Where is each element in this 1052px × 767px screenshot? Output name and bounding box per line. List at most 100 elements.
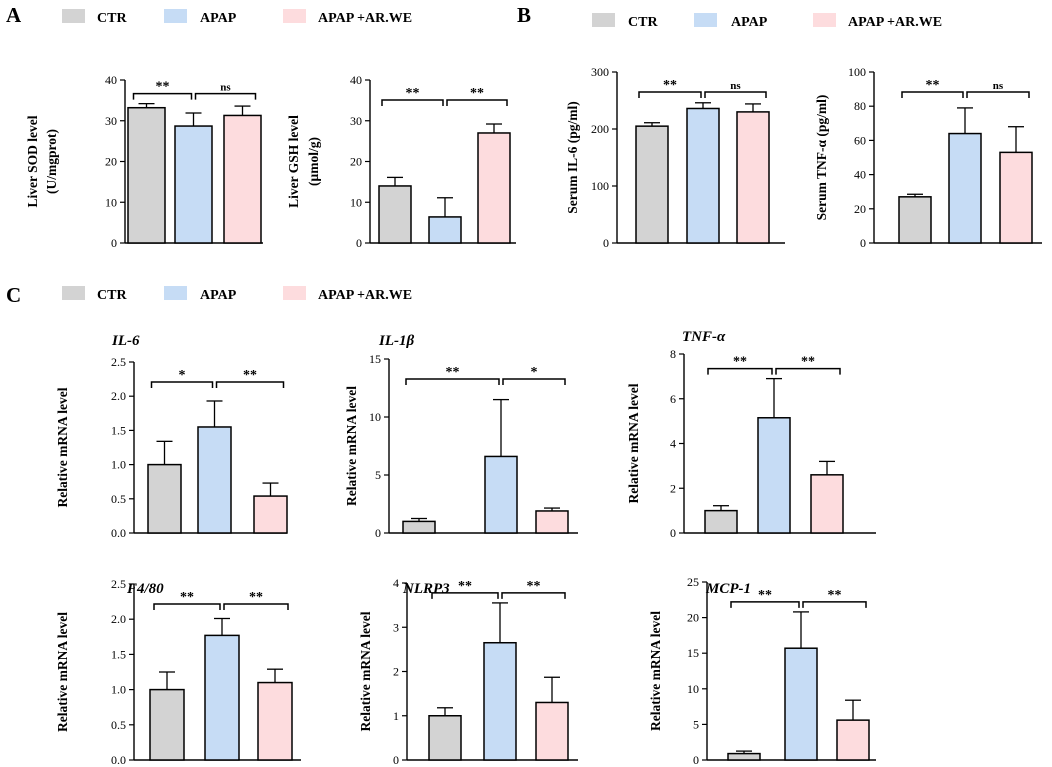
il6_serum-ytick-label: 300 (591, 65, 609, 79)
il6_serum-sig-bracket (638, 91, 702, 98)
il6_serum-sig-label: ** (663, 78, 677, 93)
panel-label-c: C (6, 283, 21, 307)
legend-b-label-ctr: CTR (628, 15, 658, 30)
panel-label-a: A (6, 3, 22, 27)
f480_mrna-ytick-label: 2.5 (111, 577, 126, 591)
nlrp3_mrna-bar-ctr (428, 715, 462, 761)
mcp1_mrna-ytick-label: 0 (693, 753, 699, 767)
f480_mrna-bar-ctr (149, 688, 185, 761)
mcp1_mrna-ytick-label: 25 (687, 575, 699, 589)
legend-c-label-ctr: CTR (97, 288, 127, 303)
il1b_mrna-bar-apap (484, 455, 518, 534)
tnf_serum-bar-apap (948, 132, 982, 244)
tnfa_mrna-ytick-label: 8 (670, 347, 676, 361)
tnf_serum-bar-arwe (999, 151, 1033, 244)
f480_mrna-sig-bracket (153, 603, 221, 610)
f480_mrna-ytick-label: 1.5 (111, 647, 126, 661)
tnfa_mrna-sig-label: ** (801, 355, 815, 370)
il1b_mrna-sig-label: * (531, 365, 538, 380)
sod-bar-apap (174, 125, 213, 244)
tnfa_mrna-bar-arwe (810, 474, 844, 534)
legend-a-swatch-apap (164, 9, 187, 23)
chart-il6-mrna: 0.0 0.5 1.0 1.5 2.0 2.5 Relative mRNA level IL-… (55, 333, 288, 540)
tnf_serum-ylabel: Serum TNF-α (pg/ml) (814, 95, 829, 221)
sod-sig-bracket (194, 92, 257, 100)
nlrp3_mrna-sig-bracket (501, 592, 566, 599)
sod-ylabel: Liver SOD level (25, 115, 40, 207)
nlrp3_mrna-sig-bracket (431, 592, 499, 599)
gsh-ytick-label: 20 (350, 155, 362, 169)
f480_mrna-sig-label: ** (180, 590, 194, 605)
nlrp3_mrna-sig-label: ** (458, 579, 472, 594)
legend-b-label-arwe: APAP +AR.WE (848, 15, 942, 30)
il6_mrna-ytick-label: 1.5 (111, 423, 126, 437)
il1b_mrna-ytick-label: 10 (369, 410, 381, 424)
mcp1_mrna-sig-label: ** (758, 588, 772, 603)
il6_serum-ytick-label: 0 (603, 236, 609, 250)
il6_mrna-sig-label: * (179, 368, 186, 383)
il1b_mrna-ytick-label: 5 (375, 468, 381, 482)
sod-ytick-label: 10 (105, 195, 117, 209)
sod-ytick-label: 30 (105, 114, 117, 128)
il6_serum-sig-bracket (704, 91, 767, 98)
il6_serum-ytick-label: 200 (591, 122, 609, 136)
legend-c-label-arwe: APAP +AR.WE (318, 288, 412, 303)
sod-bar-arwe (223, 114, 262, 244)
tnfa_mrna-ytick-label: 2 (670, 481, 676, 495)
mcp1_mrna-ytick-label: 10 (687, 682, 699, 696)
gsh-sig-bracket (381, 99, 444, 106)
mcp1_mrna-ytick-label: 5 (693, 717, 699, 731)
tnfa_mrna-ytick-label: 6 (670, 392, 676, 406)
mcp1_mrna-bar-apap (784, 647, 818, 761)
il6_mrna-sig-bracket (150, 381, 214, 388)
legend-b-swatch-apap (694, 13, 717, 27)
legend-c-swatch-arwe (283, 286, 306, 300)
nlrp3_mrna-ytick-label: 2 (393, 665, 399, 679)
chart-nlrp3-mrna: 0 1 2 3 4 Relative mRNA level NLRP3 ** ** (358, 576, 578, 767)
il6_mrna-ylabel: Relative mRNA level (55, 387, 70, 507)
il1b_mrna-title: IL-1β (378, 333, 414, 349)
tnf_serum-bar-ctr (898, 196, 932, 244)
sod-ytick-label: 0 (111, 236, 117, 250)
il6_serum-bar-arwe (736, 111, 770, 244)
mcp1_mrna-sig-bracket (730, 601, 800, 608)
il6_mrna-sig-label: ** (243, 368, 257, 383)
legend-a-label-arwe: APAP +AR.WE (318, 11, 412, 26)
f480_mrna-ytick-label: 1.0 (111, 683, 126, 697)
tnfa_mrna-sig-bracket (707, 367, 773, 375)
tnfa_mrna-ytick-label: 0 (670, 526, 676, 540)
il1b_mrna-ylabel: Relative mRNA level (344, 386, 359, 506)
legend-b-label-apap: APAP (731, 15, 768, 30)
chart-liver-sod: 0 10 20 30 40 Liver SOD level (U/mgprot) ** ns (25, 73, 263, 250)
legend-c: CTR APAP APAP +AR.WE (62, 286, 412, 303)
chart-tnfa-mrna: 0 2 4 6 8 Relative mRNA level TNF-α ** ** (626, 329, 876, 540)
legend-c-swatch-ctr (62, 286, 85, 300)
mcp1_mrna-ytick-label: 20 (687, 611, 699, 625)
f480_mrna-sig-label: ** (249, 590, 263, 605)
tnf_serum-ytick-label: 80 (854, 99, 866, 113)
sod-sig-bracket (132, 92, 193, 100)
mcp1_mrna-bar-arwe (836, 719, 870, 761)
tnf_serum-ytick-label: 60 (854, 133, 866, 147)
legend-b-swatch-ctr (592, 13, 615, 27)
nlrp3_mrna-bar-arwe (535, 701, 569, 761)
tnf_serum-sig-label: ns (993, 80, 1004, 92)
tnfa_mrna-sig-label: ** (733, 355, 747, 370)
sod-sig-label: ns (220, 82, 231, 94)
tnf_serum-ytick-label: 100 (848, 65, 866, 79)
gsh-sig-bracket (446, 99, 508, 106)
gsh-ytick-label: 30 (350, 114, 362, 128)
nlrp3_mrna-ylabel: Relative mRNA level (358, 611, 373, 731)
tnf_serum-sig-label: ** (926, 78, 940, 93)
sod-sig-label: ** (156, 80, 170, 95)
nlrp3_mrna-title: NLRP3 (402, 581, 450, 597)
il6_serum-bar-apap (686, 107, 720, 244)
gsh-ylabel: (μmol/g) (306, 137, 321, 186)
legend-a-swatch-arwe (283, 9, 306, 23)
il1b_mrna-sig-bracket (405, 378, 500, 385)
tnf_serum-ytick-label: 40 (854, 168, 866, 182)
chart-serum-il6: 0 100 200 300 Serum IL-6 (pg/ml) ** ns (565, 65, 785, 250)
legend-a: CTR APAP APAP +AR.WE (62, 9, 412, 26)
f480_mrna-bar-apap (204, 634, 240, 761)
